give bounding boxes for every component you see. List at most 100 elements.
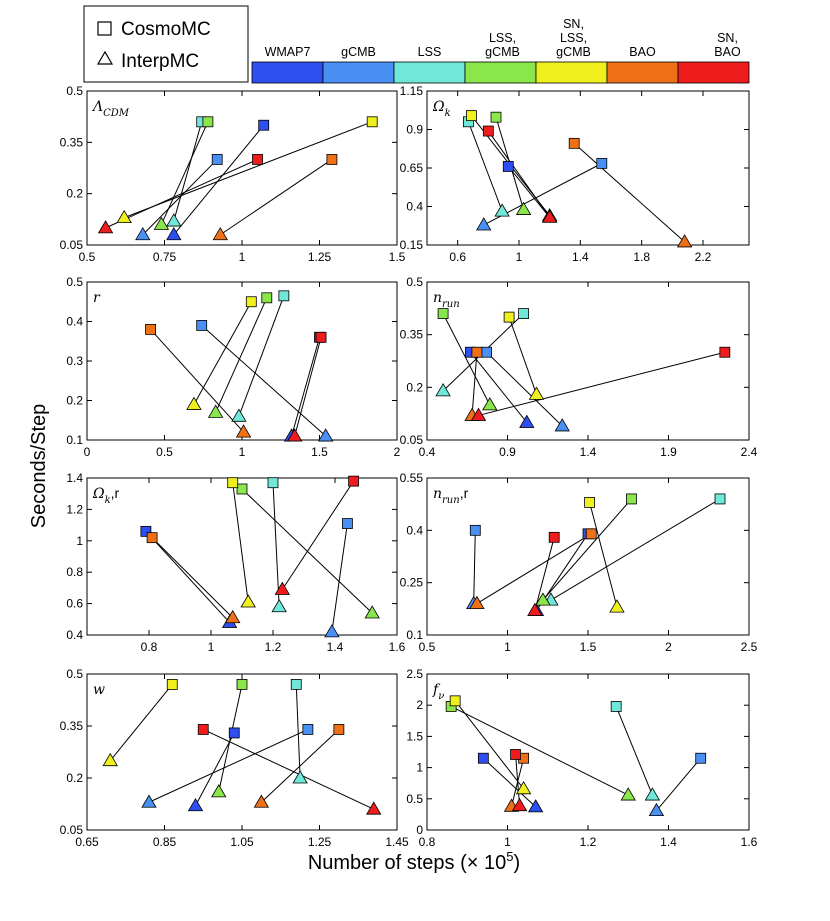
pair-line-sn-bao [487,130,551,218]
cosmomc-point-sn-bao [510,749,521,760]
y-tick-label: 0.1 [406,628,423,642]
interpmc-point-sn-bao [527,602,543,616]
pair-line-gcmb [473,530,476,604]
interpmc-point-lss [435,383,451,397]
colorbar-label: BAO [629,45,656,59]
colorbar-label: SN, [717,31,738,45]
pair-line-wmap7 [470,351,528,423]
y-tick-label: 0.4 [406,523,423,537]
colorbar-label: LSS [418,45,442,59]
pair-line-lss [550,498,721,601]
x-tick-label: 0.6 [449,250,466,264]
interpmc-point-sn-bao [97,220,114,234]
interpmc-point-lss-gcmb [515,201,532,215]
pair-line-wmap7 [173,124,265,236]
panel-label: fν [432,682,444,702]
cosmomc-point-bao [145,323,156,335]
colorbar-segment-sn-bao [677,61,750,84]
x-tick-label: 1 [516,250,523,264]
colorbar-label: gCMB [485,45,520,59]
x-tick-label: 1 [239,250,246,264]
pair-line-sn-bao [294,337,322,437]
colorbar-label: gCMB [556,45,591,59]
interpmc-point-sn-lss-gcmb [116,209,132,224]
cosmomc-point-wmap7 [140,525,152,537]
y-tick-label: 0.5 [66,84,83,98]
panel-7: 0.65 0.85 1.05 1.25 1.45 0.05 0.2 0.35 0.5 w [60,667,409,849]
colorbar-label: LSS, [560,31,587,45]
cosmomc-point-gcmb [302,724,314,735]
cosmomc-point-gcmb [596,157,608,169]
pair-line-sn-bao [515,754,521,806]
cosmomc-point-bao [568,137,580,149]
interpmc-point-sn-lss-gcmb [515,781,532,795]
pair-line-bao [573,142,685,243]
pair-line-bao [261,729,340,803]
colorbar-label: SN, [563,17,584,31]
cosmomc-point-bao [146,532,158,544]
interpmc-point-wmap7 [527,799,544,813]
cosmomc-point-sn-bao [719,346,731,358]
y-tick-label: 0.4 [66,315,83,329]
panel-label-sub: run [442,495,460,506]
legend-square-marker [97,21,112,36]
interpmc-point-lss-gcmb [620,787,636,801]
panel-6: 0.5 1 1.5 2 2.5 0.1 0.25 0.4 0.55 nrun,r [400,471,758,654]
pair-line-sn-bao [281,480,355,590]
y-tick-label: 2.5 [406,667,423,681]
interpmc-point-wmap7 [519,414,535,428]
x-tick-label: 2 [665,640,672,654]
pair-line-bao [151,537,234,619]
pair-line-lss [272,482,280,607]
pair-line-lss-gcmb [542,498,632,601]
pair-line-lss-gcmb [442,313,491,406]
y-axis-label: Seconds/Step [28,404,50,529]
interpmc-point-lss-gcmb [153,216,170,230]
cosmomc-point-sn-lss-gcmb [227,477,239,489]
panel-5: 0.8 1 1.2 1.4 1.6 0.4 0.6 0.8 1 1.2 1.4 Ωk,r [66,471,405,654]
interpmc-point-bao [225,609,241,624]
y-tick-label: 0.25 [400,576,424,590]
x-tick-label: 1 [504,640,511,654]
panel-label: ΛCDM [91,99,130,119]
interpmc-point-lss [166,213,182,227]
x-tick-label: 1.2 [580,835,597,849]
panel-label-tail: ,r [460,485,469,501]
pair-line-sn-bao [478,351,725,416]
y-tick-label: 0.35 [400,328,424,342]
pair-line-lss-gcmb [160,121,209,225]
cosmomc-point-bao [326,154,338,165]
x-tick-label: 1.2 [265,640,282,654]
pair-line-lss [615,706,653,796]
pair-line-sn-bao [203,729,374,810]
x-tick-label: 0.85 [153,835,177,849]
panel-label-main: Ω [432,99,445,115]
cosmomc-point-lss-gcmb [202,116,214,128]
cosmomc-point-sn-lss-gcmb [449,695,461,707]
y-tick-label: 1 [416,761,423,775]
y-tick-label: 0.15 [400,238,424,252]
panel-frame [426,673,750,831]
interpmc-point-lss-gcmb [211,784,227,798]
interpmc-point-sn-lss-gcmb [609,599,625,613]
panel-3: 0 0.5 1 1.5 2 0.1 0.2 0.3 0.4 0.5 r [66,275,400,459]
interpmc-point-sn-bao [366,801,382,815]
x-tick-label: 1.05 [230,835,254,849]
panel-label-sub: ν [438,691,444,702]
cosmomc-point-gcmb [481,346,492,358]
cosmomc-point-sn-bao [315,331,327,343]
interpmc-point-bao [212,226,228,241]
cosmomc-point-lss [610,701,622,712]
interpmc-point-sn-lss-gcmb [186,396,202,410]
cosmomc-point-sn-lss-gcmb [584,497,596,508]
colorbar-segment-bao [606,61,679,84]
cosmomc-point-wmap7 [258,119,270,131]
cosmomc-point-sn-lss-gcmb [166,679,178,690]
x-tick-label: 0.9 [499,445,516,459]
x-tick-label: 1 [504,835,511,849]
cosmomc-point-sn-lss-gcmb [466,110,477,122]
panel-label: Ωk [432,99,451,119]
panel-label: nrun [433,290,460,310]
